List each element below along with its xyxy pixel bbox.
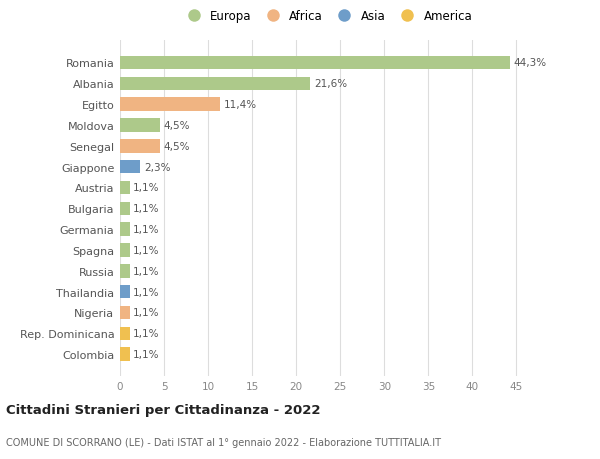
Text: 1,1%: 1,1% — [133, 246, 160, 255]
Bar — [120, 202, 130, 216]
Text: 1,1%: 1,1% — [133, 308, 160, 318]
Text: COMUNE DI SCORRANO (LE) - Dati ISTAT al 1° gennaio 2022 - Elaborazione TUTTITALI: COMUNE DI SCORRANO (LE) - Dati ISTAT al … — [6, 437, 441, 447]
Text: Cittadini Stranieri per Cittadinanza - 2022: Cittadini Stranieri per Cittadinanza - 2… — [6, 403, 320, 416]
Text: 1,1%: 1,1% — [133, 224, 160, 235]
Text: 1,1%: 1,1% — [133, 329, 160, 339]
Text: 1,1%: 1,1% — [133, 349, 160, 359]
Text: 1,1%: 1,1% — [133, 204, 160, 214]
Text: 21,6%: 21,6% — [314, 79, 347, 89]
Text: 11,4%: 11,4% — [224, 100, 257, 110]
Bar — [120, 181, 130, 195]
Bar — [120, 77, 310, 91]
Text: 1,1%: 1,1% — [133, 183, 160, 193]
Legend: Europa, Africa, Asia, America: Europa, Africa, Asia, America — [182, 11, 472, 23]
Bar — [120, 327, 130, 341]
Text: 1,1%: 1,1% — [133, 266, 160, 276]
Bar — [120, 119, 160, 133]
Bar — [120, 223, 130, 236]
Text: 44,3%: 44,3% — [514, 58, 547, 68]
Text: 4,5%: 4,5% — [163, 121, 190, 131]
Bar — [120, 161, 140, 174]
Text: 1,1%: 1,1% — [133, 287, 160, 297]
Bar — [120, 306, 130, 319]
Bar — [120, 285, 130, 299]
Bar — [120, 244, 130, 257]
Text: 2,3%: 2,3% — [144, 162, 170, 172]
Bar — [120, 98, 220, 112]
Bar — [120, 347, 130, 361]
Bar — [120, 56, 510, 70]
Bar — [120, 140, 160, 153]
Text: 4,5%: 4,5% — [163, 141, 190, 151]
Bar — [120, 264, 130, 278]
